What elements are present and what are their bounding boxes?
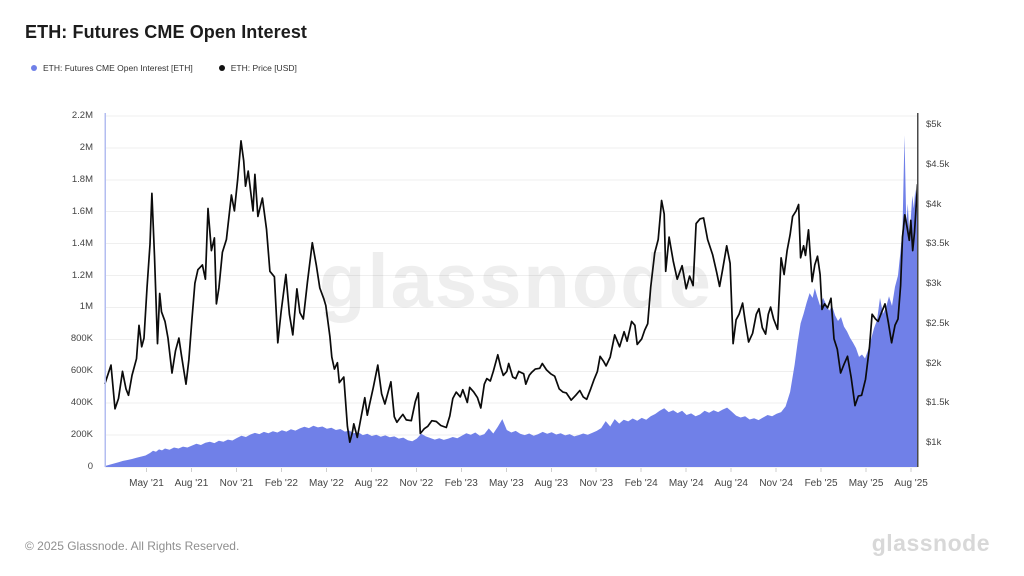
- right-axis-tick: $1.5k: [926, 397, 950, 409]
- x-axis-tick: May '23: [488, 478, 524, 489]
- right-axis-tick: $3.5k: [926, 238, 950, 250]
- x-axis-tick: Nov '22: [399, 478, 434, 489]
- legend-dot-open-interest-icon: [31, 65, 37, 71]
- price-line: [104, 140, 919, 444]
- x-axis-tick: Feb '25: [804, 478, 838, 489]
- x-axis-tick: Aug '21: [174, 478, 209, 489]
- left-axis-tick: 0: [87, 461, 93, 472]
- left-axis-tick: 1M: [79, 301, 93, 313]
- x-axis-tick: Aug '22: [354, 478, 389, 489]
- left-axis-tick: 400K: [70, 397, 93, 409]
- page-title: ETH: Futures CME Open Interest: [25, 22, 308, 42]
- x-axis-tick: May '22: [309, 478, 344, 489]
- legend-item-open-interest[interactable]: ETH: Futures CME Open Interest [ETH]: [31, 63, 193, 73]
- x-axis-tick: Feb '22: [264, 478, 298, 489]
- left-axis-tick: 800K: [70, 333, 93, 345]
- right-axis-tick: $4k: [926, 198, 942, 210]
- left-axis-tick: 1.4M: [71, 237, 93, 249]
- right-axis-tick: $2k: [926, 357, 942, 369]
- legend-item-price[interactable]: ETH: Price [USD]: [218, 63, 297, 73]
- right-axis-tick: $2.5k: [926, 317, 950, 329]
- x-axis-tick: May '21: [129, 478, 164, 489]
- left-axis-tick: 1.2M: [71, 269, 93, 281]
- chart-legend: ETH: Futures CME Open Interest [ETH] ETH…: [31, 63, 297, 73]
- legend-label-open-interest: ETH: Futures CME Open Interest [ETH]: [43, 63, 193, 73]
- left-axis-tick: 600K: [70, 365, 93, 377]
- x-axis-tick: Aug '23: [534, 478, 569, 489]
- right-axis-tick: $3k: [926, 278, 942, 289]
- x-axis-tick: May '25: [848, 478, 884, 489]
- left-axis-tick: 1.6M: [71, 205, 93, 217]
- x-axis-tick: May '24: [668, 478, 704, 489]
- open-interest-area: [105, 135, 918, 467]
- legend-label-price: ETH: Price [USD]: [230, 63, 297, 73]
- x-axis-tick: Feb '23: [444, 478, 478, 489]
- right-axis-tick: $1k: [926, 437, 942, 448]
- left-axis-tick: 1.8M: [71, 173, 93, 185]
- legend-dot-price-icon: [218, 65, 225, 71]
- x-axis-tick: Nov '23: [579, 478, 614, 489]
- x-axis-tick: Nov '21: [219, 478, 254, 489]
- watermark: glassnode: [319, 239, 713, 324]
- right-axis-tick: $5k: [926, 119, 942, 130]
- right-axis-tick: $4.5k: [926, 158, 950, 170]
- x-axis-tick: Nov '24: [759, 478, 793, 489]
- glassnode-logo: glassnode: [871, 530, 990, 556]
- copyright-text: © 2025 Glassnode. All Rights Reserved.: [25, 539, 240, 553]
- x-axis-tick: Aug '24: [714, 478, 748, 489]
- left-axis-tick: 200K: [70, 429, 93, 441]
- left-axis-tick: 2.2M: [71, 110, 93, 121]
- x-axis-tick: Aug '25: [894, 478, 928, 489]
- x-axis-tick: Feb '24: [624, 478, 658, 489]
- left-axis-tick: 2M: [79, 141, 93, 153]
